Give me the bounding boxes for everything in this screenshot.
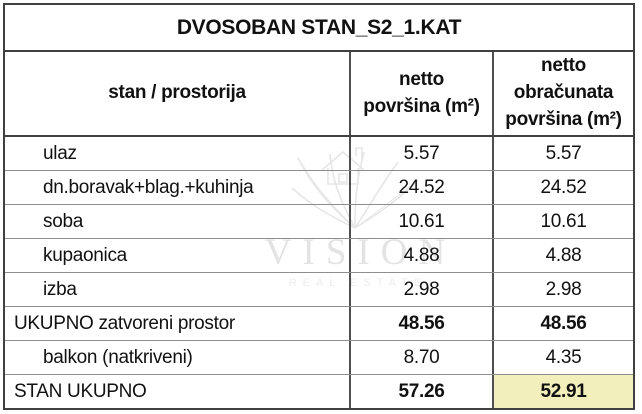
table-row-balkon: balkon (natkriveni) 8.70 4.35 [5, 341, 633, 375]
room-label: kupaonica [5, 239, 351, 272]
table-row-izba: izba 2.98 2.98 [5, 273, 633, 307]
room-label: ulaz [5, 137, 351, 170]
table-row-dnevni-boravak: dn.boravak+blag.+kuhinja 24.52 24.52 [5, 171, 633, 205]
obracunata-value: 2.98 [545, 278, 582, 300]
netto-value: 4.88 [351, 239, 494, 272]
netto-value: 10.61 [351, 205, 494, 238]
obracunata-value: 24.52 [540, 176, 587, 198]
room-label: soba [5, 205, 351, 238]
watermark-title: VISION [264, 232, 457, 273]
table-row-ukupno-zatvoreni: UKUPNO zatvoreni prostor 48.56 48.56 [5, 307, 633, 341]
obracunata-value: 10.61 [540, 210, 587, 232]
table-row-ulaz: ulaz 5.57 5.57 [5, 137, 633, 171]
obracunata-value: 5.57 [545, 142, 582, 164]
netto-value: 2.98 [351, 273, 494, 306]
netto-value: 8.70 [351, 341, 494, 374]
netto-value: 5.57 [351, 137, 494, 170]
watermark-subtitle: REAL ESTATE [288, 277, 428, 289]
netto-total-value: 57.26 [351, 375, 494, 408]
column-header-netto-area: netto površina (m²) [351, 52, 494, 135]
obracunata-subtotal-value: 48.56 [540, 312, 587, 334]
total-label: STAN UKUPNO [5, 375, 351, 408]
column-header-room: stan / prostorija [5, 52, 351, 135]
obracunata-value: 4.88 [545, 244, 582, 266]
watermark: VISION REAL ESTATE [233, 136, 477, 289]
table-row-soba: soba 10.61 10.61 [5, 205, 633, 239]
netto-subtotal-value: 48.56 [351, 307, 494, 340]
column-header-calculated-area: netto obračunata površina (m²) [505, 55, 622, 130]
obracunata-value: 4.35 [545, 346, 582, 368]
room-label: izba [5, 273, 351, 306]
area-table: DVOSOBAN STAN_S2_1.KAT stan / prostorija… [3, 3, 635, 410]
table-row-stan-ukupno: STAN UKUPNO 57.26 52.91 [5, 375, 633, 408]
netto-value: 24.52 [351, 171, 494, 204]
room-label: dn.boravak+blag.+kuhinja [5, 171, 351, 204]
room-label: balkon (natkriveni) [5, 341, 351, 374]
table-row-kupaonica: kupaonica 4.88 4.88 [5, 239, 633, 273]
table-title: DVOSOBAN STAN_S2_1.KAT [5, 5, 633, 52]
table-header-row: stan / prostorija netto površina (m²) ne… [5, 52, 633, 137]
table-body: ulaz 5.57 5.57 dn.boravak+blag.+kuhinja … [5, 137, 633, 408]
obracunata-total-value: 52.91 [494, 375, 633, 408]
subtotal-label: UKUPNO zatvoreni prostor [5, 307, 351, 340]
